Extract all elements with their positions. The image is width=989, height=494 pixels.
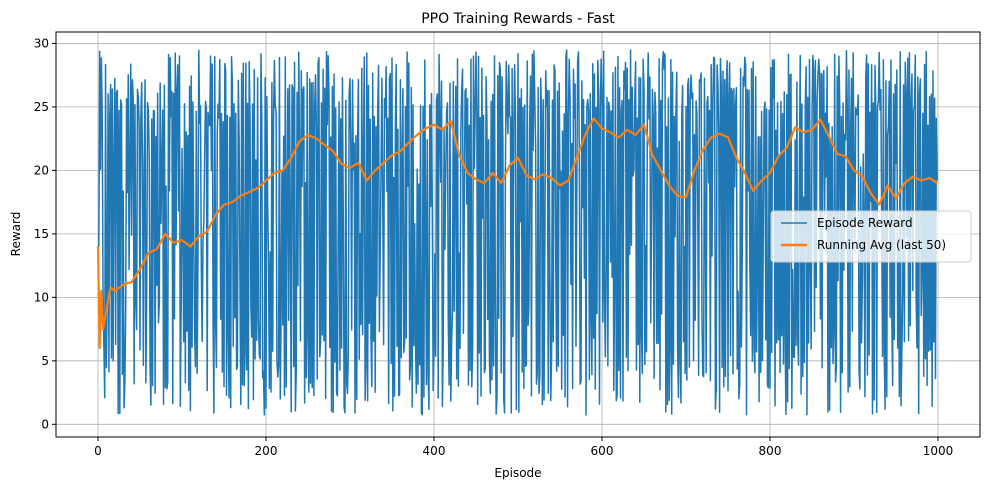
legend-label-episode-reward: Episode Reward bbox=[817, 216, 913, 230]
legend-box bbox=[770, 210, 972, 263]
axes-frame bbox=[55, 31, 981, 438]
y-axis-label: Reward bbox=[9, 212, 23, 257]
x-tick-label: 800 bbox=[759, 444, 782, 458]
chart-title: PPO Training Rewards - Fast bbox=[421, 11, 615, 27]
x-tick-label: 0 bbox=[94, 444, 102, 458]
x-tick-label: 1000 bbox=[923, 444, 954, 458]
legend-label-running-avg: Running Avg (last 50) bbox=[817, 238, 946, 252]
x-tick-label: 600 bbox=[591, 444, 614, 458]
y-tick-label: 10 bbox=[34, 290, 49, 304]
y-tick-label: 30 bbox=[34, 36, 49, 50]
x-tick-label: 400 bbox=[423, 444, 446, 458]
series-line-episode-reward bbox=[98, 49, 938, 416]
y-tick-label: 20 bbox=[34, 163, 49, 177]
y-tick-label: 15 bbox=[34, 227, 49, 241]
x-axis-label: Episode bbox=[494, 466, 541, 480]
series-line-running-avg bbox=[96, 117, 938, 350]
x-tick-label: 200 bbox=[255, 444, 278, 458]
legend: Episode Reward Running Avg (last 50) bbox=[770, 210, 972, 263]
y-tick-label: 5 bbox=[41, 354, 49, 368]
tick-layer: 0 200 400 600 800 1000 0 5 10 15 20 25 30 bbox=[34, 36, 954, 458]
y-tick-label: 0 bbox=[41, 417, 49, 431]
plot-layer bbox=[96, 49, 938, 416]
y-tick-label: 25 bbox=[34, 100, 49, 114]
